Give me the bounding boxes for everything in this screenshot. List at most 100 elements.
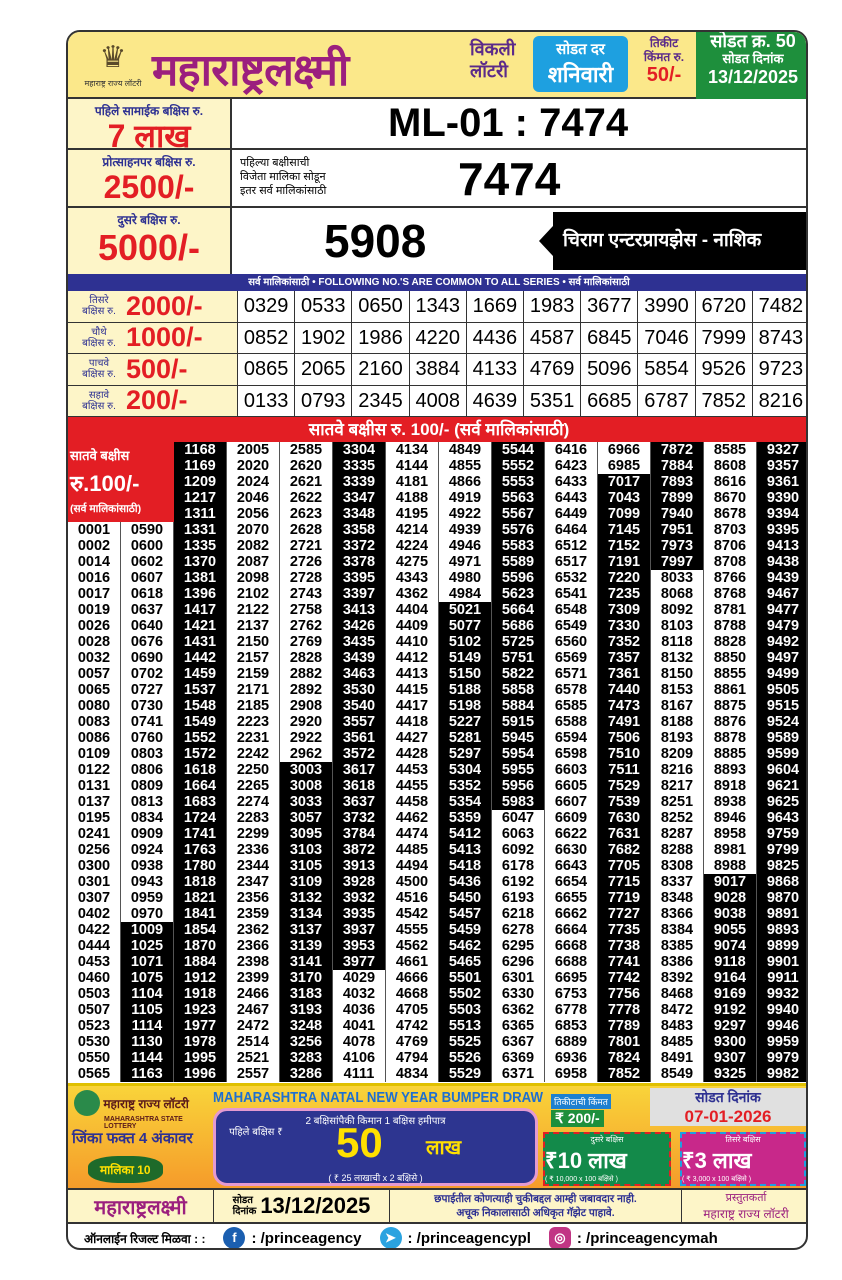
seventh-prize-number: 0507	[68, 1002, 121, 1018]
seventh-prize-number: 4275	[386, 554, 439, 570]
seventh-prize-number: 1421	[174, 618, 227, 634]
winning-number: 0865	[238, 354, 296, 385]
seventh-prize-number: 7191	[598, 554, 651, 570]
seventh-prize-number: 9643	[757, 810, 806, 826]
seventh-prize-number: 4417	[386, 698, 439, 714]
seventh-prize-number: 0530	[68, 1034, 121, 1050]
seventh-prize-number: 0014	[68, 554, 121, 570]
seventh-prize-number: 6371	[492, 1066, 545, 1082]
seventh-prize-number: 7899	[651, 490, 704, 506]
seventh-prize-number: 9074	[704, 938, 757, 954]
seventh-prize-number: 5503	[439, 1002, 492, 1018]
seventh-prize-number: 9959	[757, 1034, 806, 1050]
seventh-prize-number: 9439	[757, 570, 806, 586]
seventh-prize-number: 0618	[121, 586, 174, 602]
seventh-prize-number: 9361	[757, 474, 806, 490]
seventh-prize-number: 1996	[174, 1066, 227, 1082]
winning-number: 8743	[753, 323, 806, 354]
seventh-prize-number: 1417	[174, 602, 227, 618]
seventh-prize-number: 9394	[757, 506, 806, 522]
header: ♛ महाराष्ट्र राज्य लॉटरी महाराष्ट्रलक्ष्म…	[68, 32, 806, 99]
seventh-prize-number: 6365	[492, 1018, 545, 1034]
seventh-prize-number: 4485	[386, 842, 439, 858]
seventh-prize-number: 4106	[333, 1050, 386, 1066]
seventh-prize-number: 9799	[757, 842, 806, 858]
seventh-prize-number: 5858	[492, 682, 545, 698]
seventh-prize-number: 4362	[386, 586, 439, 602]
seventh-prize-number: 2070	[227, 522, 280, 538]
seventh-prize-number: 6092	[492, 842, 545, 858]
winning-number: 1669	[467, 291, 525, 322]
seventh-prize-number: 9169	[704, 986, 757, 1002]
seventh-prize-number: 8483	[651, 1018, 704, 1034]
seventh-prize-number: 6889	[545, 1034, 598, 1050]
seventh-prize-number: 8287	[651, 826, 704, 842]
seventh-prize-number: 3413	[333, 602, 386, 618]
winning-number: 6685	[581, 385, 639, 416]
seventh-prize-number: 7997	[651, 554, 704, 570]
seventh-prize-number: 4181	[386, 474, 439, 490]
seventh-prize-number: 9118	[704, 954, 757, 970]
seventh-prize-number: 6588	[545, 714, 598, 730]
seventh-prize-number: 3283	[280, 1050, 333, 1066]
seventh-prize-number: 6630	[545, 842, 598, 858]
seventh-prize-number: 6549	[545, 618, 598, 634]
seventh-prize-number: 5526	[439, 1050, 492, 1066]
seventh-prize-number: 8217	[651, 778, 704, 794]
state-lottery-logo: ♛ महाराष्ट्र राज्य लॉटरी	[78, 38, 148, 94]
seventh-prize-number: 8616	[704, 474, 757, 490]
seventh-prize-number: 4036	[333, 1002, 386, 1018]
seventh-prize-number: 0909	[121, 826, 174, 842]
seventh-prize-number: 8216	[651, 762, 704, 778]
seventh-prize-number: 2347	[227, 874, 280, 890]
seventh-prize-number: 3339	[333, 474, 386, 490]
seventh-prize-number: 8385	[651, 938, 704, 954]
weekly-lottery-label: विकली लॉटरी	[470, 39, 516, 81]
seventh-prize-number: 4427	[386, 730, 439, 746]
seventh-prize-number: 5021	[439, 602, 492, 618]
seventh-prize-number: 8068	[651, 586, 704, 602]
winning-number: 8216	[753, 386, 806, 417]
seventh-prize-number: 1130	[121, 1034, 174, 1050]
seventh-prize-number: 2087	[227, 554, 280, 570]
seventh-prize-number: 3572	[333, 746, 386, 762]
seventh-prize-number: 2171	[227, 682, 280, 698]
seventh-prize-number: 2082	[227, 538, 280, 554]
seventh-prize-number: 2157	[227, 650, 280, 666]
seventh-prize-number: 1311	[174, 506, 227, 522]
seventh-prize-number: 2920	[280, 714, 333, 730]
seventh-prize-number: 1683	[174, 794, 227, 810]
seventh-prize-number: 3057	[280, 810, 333, 826]
seventh-prize-number: 2005	[227, 442, 280, 458]
seventh-prize-number: 5450	[439, 890, 492, 906]
winning-number: 7482	[753, 291, 806, 322]
seventh-prize-number: 9499	[757, 666, 806, 682]
telegram-link[interactable]: : /princeagencypl	[407, 1229, 531, 1247]
seventh-prize-number: 3617	[333, 762, 386, 778]
seventh-prize-number: 2962	[280, 746, 333, 762]
draw-date: 13/12/2025	[707, 67, 799, 87]
instagram-link[interactable]: : /princeagencymah	[576, 1229, 718, 1247]
seventh-prize-number: 6958	[545, 1066, 598, 1082]
first-prize-number: ML-01 : 7474	[388, 101, 629, 145]
seventh-prize-number: 1995	[174, 1050, 227, 1066]
seventh-prize-number: 7043	[598, 490, 651, 506]
seventh-prize-number: 8392	[651, 970, 704, 986]
seventh-prize-number: 4404	[386, 602, 439, 618]
seventh-prize-number: 7361	[598, 666, 651, 682]
winning-number: 6787	[638, 385, 696, 416]
seventh-prize-number: 0503	[68, 986, 121, 1002]
seventh-prize-number: 3439	[333, 650, 386, 666]
seventh-prize-number: 4666	[386, 970, 439, 986]
seventh-prize-number: 8103	[651, 618, 704, 634]
seventh-prize-number: 1335	[174, 538, 227, 554]
seventh-prize-number: 3913	[333, 858, 386, 874]
seventh-prize-number: 4919	[439, 490, 492, 506]
seventh-prize-number: 9307	[704, 1050, 757, 1066]
seventh-prize-number: 6607	[545, 794, 598, 810]
winning-number: 5854	[638, 354, 696, 385]
seventh-prize-table: सातवे बक्षीस रु.100/- (सर्व मालिकांसाठी)…	[68, 442, 806, 1083]
seventh-prize-number: 1780	[174, 858, 227, 874]
seventh-prize-number: 3977	[333, 954, 386, 970]
facebook-link[interactable]: : /princeagency	[251, 1229, 362, 1247]
